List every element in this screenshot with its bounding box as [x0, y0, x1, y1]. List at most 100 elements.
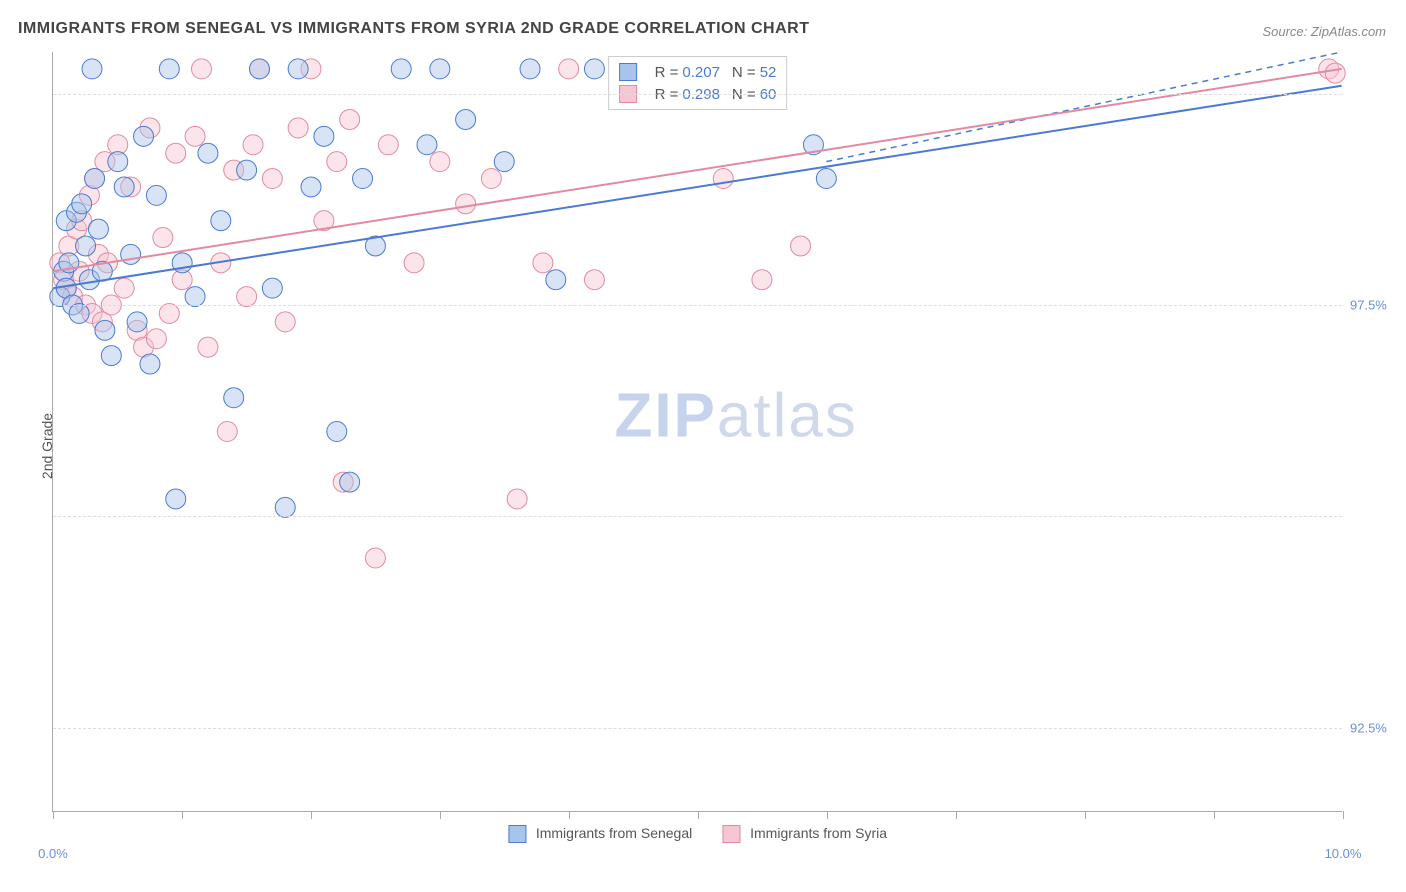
scatter-point [249, 59, 269, 79]
scatter-point [146, 185, 166, 205]
source-label: Source: ZipAtlas.com [1262, 24, 1386, 39]
scatter-point [430, 59, 450, 79]
scatter-point [340, 472, 360, 492]
legend-label: Immigrants from Syria [750, 825, 887, 841]
scatter-point [185, 126, 205, 146]
scatter-point [559, 59, 579, 79]
correlation-legend-row: R =0.207 N =52 [619, 61, 777, 83]
scatter-point [301, 177, 321, 197]
x-tick [827, 811, 828, 819]
scatter-point [82, 59, 102, 79]
scatter-point [192, 59, 212, 79]
scatter-point [752, 270, 772, 290]
x-tick [956, 811, 957, 819]
scatter-point [185, 287, 205, 307]
scatter-point [166, 143, 186, 163]
trend-line [53, 86, 1341, 288]
scatter-point [327, 152, 347, 172]
scatter-point [314, 126, 334, 146]
scatter-point [391, 59, 411, 79]
scatter-point [224, 388, 244, 408]
scatter-point [76, 236, 96, 256]
x-tick-label: 10.0% [1325, 846, 1362, 861]
chart-svg [53, 52, 1342, 811]
scatter-point [159, 303, 179, 323]
x-tick [1343, 811, 1344, 819]
scatter-point [365, 548, 385, 568]
scatter-point [237, 160, 257, 180]
scatter-point [166, 489, 186, 509]
scatter-point [159, 59, 179, 79]
scatter-point [121, 244, 141, 264]
y-tick-label: 97.5% [1350, 298, 1400, 313]
scatter-point [243, 135, 263, 155]
scatter-point [546, 270, 566, 290]
x-tick-label: 0.0% [38, 846, 68, 861]
scatter-point [533, 253, 553, 273]
scatter-point [456, 109, 476, 129]
legend-label: Immigrants from Senegal [536, 825, 692, 841]
scatter-point [417, 135, 437, 155]
scatter-point [217, 422, 237, 442]
scatter-point [198, 143, 218, 163]
scatter-point [198, 337, 218, 357]
scatter-point [456, 194, 476, 214]
gridline [53, 728, 1342, 729]
scatter-point [237, 287, 257, 307]
scatter-point [262, 169, 282, 189]
gridline [53, 516, 1342, 517]
scatter-point [275, 312, 295, 332]
scatter-point [430, 152, 450, 172]
scatter-point [72, 194, 92, 214]
gridline [53, 305, 1342, 306]
legend-swatch-senegal [619, 63, 637, 81]
scatter-point [404, 253, 424, 273]
trend-line-dashed [826, 52, 1341, 162]
r-label: R =0.207 [655, 64, 720, 81]
scatter-point [713, 169, 733, 189]
gridline [53, 94, 1342, 95]
scatter-point [134, 126, 154, 146]
x-tick [698, 811, 699, 819]
scatter-point [1325, 63, 1345, 83]
n-label: N =52 [732, 64, 776, 81]
legend-item-syria: Immigrants from Syria [722, 825, 887, 843]
x-tick [311, 811, 312, 819]
scatter-point [140, 354, 160, 374]
x-tick [182, 811, 183, 819]
x-tick [53, 811, 54, 819]
scatter-point [327, 422, 347, 442]
chart-container: IMMIGRANTS FROM SENEGAL VS IMMIGRANTS FR… [0, 0, 1406, 892]
scatter-point [262, 278, 282, 298]
x-tick [1214, 811, 1215, 819]
scatter-point [378, 135, 398, 155]
scatter-point [108, 152, 128, 172]
scatter-point [88, 219, 108, 239]
legend-swatch-syria [722, 825, 740, 843]
scatter-point [275, 497, 295, 517]
scatter-point [816, 169, 836, 189]
legend-swatch-senegal [508, 825, 526, 843]
scatter-point [584, 270, 604, 290]
scatter-point [153, 228, 173, 248]
x-tick [1085, 811, 1086, 819]
scatter-point [85, 169, 105, 189]
chart-title: IMMIGRANTS FROM SENEGAL VS IMMIGRANTS FR… [18, 20, 809, 38]
x-tick [440, 811, 441, 819]
scatter-point [146, 329, 166, 349]
scatter-point [494, 152, 514, 172]
scatter-point [127, 312, 147, 332]
scatter-point [791, 236, 811, 256]
plot-area: ZIPatlas R =0.207 N =52 R =0.298 N =60 I… [52, 52, 1342, 812]
scatter-point [69, 303, 89, 323]
scatter-point [340, 109, 360, 129]
scatter-point [507, 489, 527, 509]
y-tick-label: 92.5% [1350, 720, 1400, 735]
scatter-point [211, 211, 231, 231]
x-tick [569, 811, 570, 819]
scatter-point [288, 59, 308, 79]
scatter-point [101, 346, 121, 366]
scatter-point [481, 169, 501, 189]
scatter-point [114, 278, 134, 298]
scatter-point [114, 177, 134, 197]
